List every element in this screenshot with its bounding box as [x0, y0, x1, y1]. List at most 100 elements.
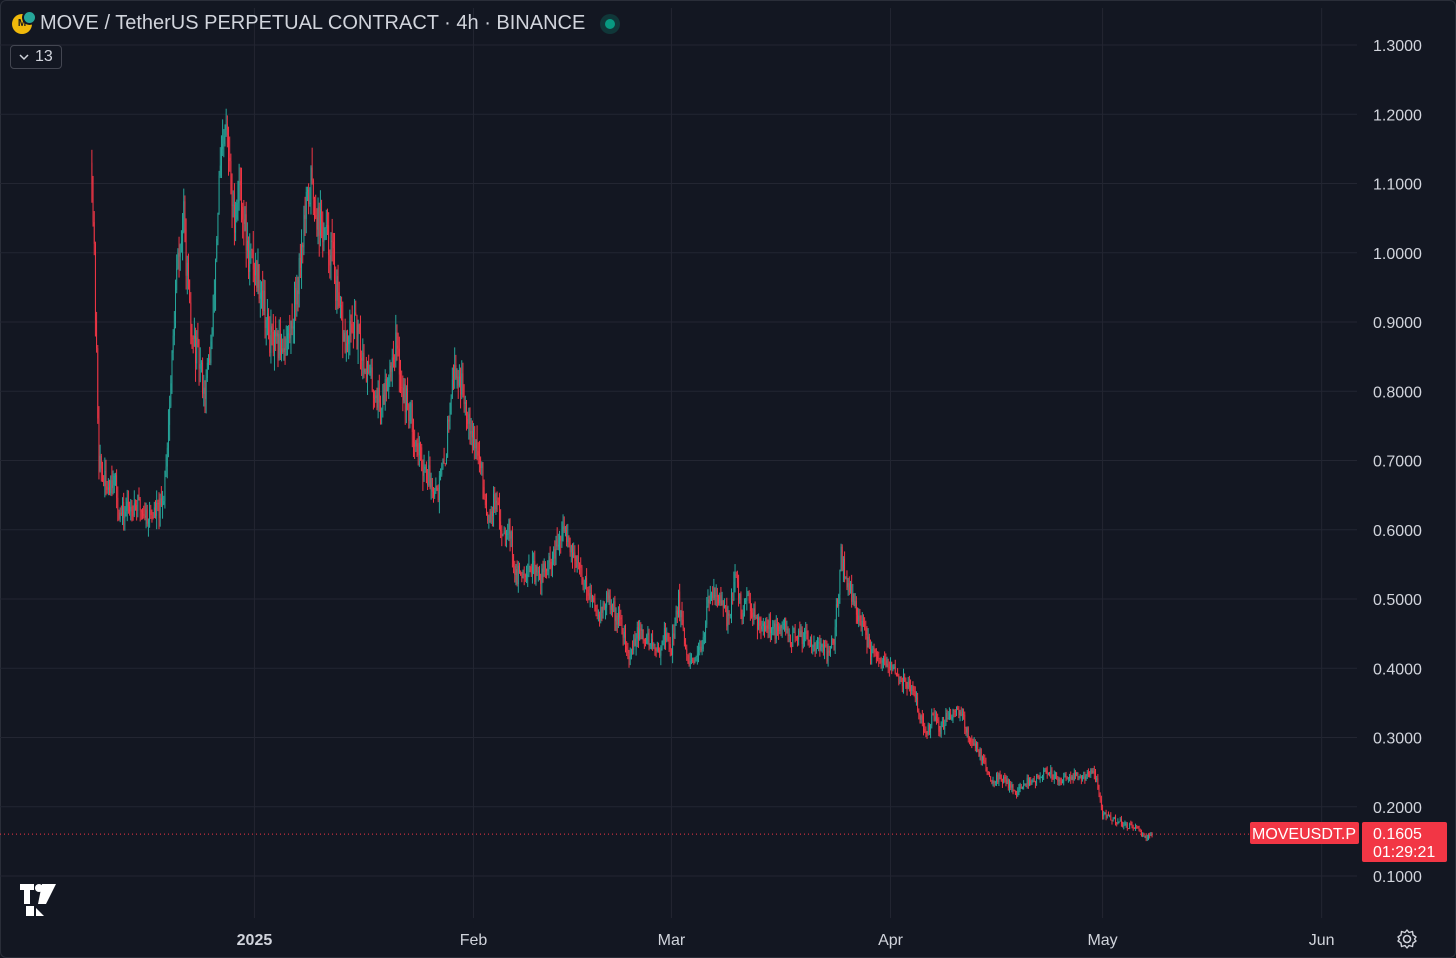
- tradingview-logo-icon[interactable]: [18, 882, 58, 918]
- candle-body: [1092, 771, 1094, 774]
- candle-body: [1024, 783, 1026, 785]
- candle-body: [720, 595, 722, 606]
- candle-body: [667, 633, 669, 638]
- candle-body: [201, 362, 202, 365]
- candle-body: [1065, 774, 1067, 779]
- candle-body: [383, 394, 385, 405]
- candle-body: [913, 689, 915, 692]
- candle-body: [916, 697, 917, 699]
- candle-body: [778, 626, 780, 632]
- candle-body: [884, 658, 886, 661]
- candle-body: [335, 280, 337, 301]
- candle-body: [616, 615, 618, 625]
- candle-body: [168, 424, 169, 448]
- candle-body: [767, 628, 769, 630]
- candle-body: [142, 511, 143, 515]
- candle-body: [122, 501, 123, 515]
- gear-icon[interactable]: [1396, 928, 1418, 950]
- candle-body: [695, 657, 697, 658]
- candle-body: [544, 563, 546, 569]
- candle-body: [508, 519, 510, 534]
- candle-body: [361, 358, 363, 361]
- candle-body: [639, 628, 641, 640]
- candle-body: [298, 257, 300, 295]
- price-axis[interactable]: 0.1000 0.2000 0.3000 0.4000 0.5000 0.6000 0.70…: [1373, 38, 1422, 886]
- indicators-collapse-button[interactable]: 13: [10, 45, 62, 69]
- candle-body: [625, 631, 626, 647]
- candle-body: [396, 332, 398, 346]
- candle-body: [343, 332, 345, 342]
- candle-body: [510, 531, 512, 539]
- candle-body: [435, 486, 437, 492]
- candle-body: [1013, 790, 1015, 792]
- candle-body: [628, 652, 630, 660]
- candle-body: [586, 577, 588, 590]
- candle-body: [499, 504, 500, 522]
- symbol-title[interactable]: MOVE / TetherUS PERPETUAL CONTRACT · 4h …: [40, 12, 586, 34]
- candle-body: [855, 601, 857, 615]
- candle-body: [539, 571, 540, 575]
- candle-body: [923, 719, 924, 729]
- candle-body: [956, 707, 957, 713]
- candle-body: [271, 326, 273, 332]
- candle-body: [1079, 775, 1081, 777]
- candle-body: [257, 264, 259, 288]
- candle-body: [270, 326, 272, 353]
- candle-body: [687, 654, 689, 657]
- candle-body: [258, 264, 260, 299]
- candle-body: [483, 487, 485, 499]
- candle-body: [594, 601, 596, 611]
- candle-body: [1044, 769, 1046, 771]
- candle-body: [1071, 776, 1073, 780]
- candle-body: [1110, 815, 1112, 821]
- candle-body: [871, 649, 873, 657]
- candle-body: [656, 647, 658, 652]
- candle-body: [685, 643, 686, 649]
- candle-body: [590, 593, 592, 598]
- candle-body: [548, 556, 550, 569]
- candle-body: [897, 674, 899, 676]
- candle-body: [946, 712, 948, 719]
- candle-body: [115, 475, 116, 477]
- candle-body: [575, 560, 577, 568]
- candle-body: [556, 539, 558, 547]
- candle-body: [924, 728, 926, 732]
- candle-body: [543, 563, 545, 572]
- candle-body: [733, 581, 735, 601]
- candle-body: [1020, 787, 1022, 788]
- candle-body: [340, 305, 341, 307]
- candle-body: [652, 638, 653, 646]
- candle-body: [345, 343, 347, 353]
- candle-body: [151, 515, 153, 517]
- candle-body: [609, 595, 611, 610]
- candle-body: [255, 261, 257, 276]
- candle-body: [524, 575, 526, 578]
- candle-body: [204, 387, 206, 400]
- candle-body: [1030, 780, 1032, 785]
- candle-body: [315, 215, 317, 218]
- candle-body: [702, 637, 704, 650]
- candle-body: [798, 630, 800, 640]
- price-tick-label: 1.1000: [1373, 177, 1422, 194]
- price-tag-bg: [1362, 822, 1447, 862]
- candle-body: [549, 556, 551, 563]
- candle-body: [368, 360, 370, 373]
- candle-body: [686, 648, 688, 655]
- candle-body: [493, 494, 494, 516]
- time-axis[interactable]: 2025 Feb Mar Apr May Jun: [237, 932, 1335, 949]
- candle-body: [186, 262, 188, 276]
- price-tick-label: 0.3000: [1373, 731, 1422, 748]
- candle-body: [331, 240, 333, 243]
- candle-body: [203, 387, 205, 394]
- candle-body: [636, 627, 638, 639]
- candle-body: [745, 601, 747, 602]
- candle-body: [921, 715, 923, 720]
- candle-body: [716, 595, 718, 597]
- candle-body: [786, 628, 788, 631]
- candle-body: [851, 584, 853, 602]
- candle-body: [906, 687, 908, 689]
- candle-body: [215, 258, 216, 294]
- candle-body: [655, 648, 657, 652]
- candle-body: [1132, 827, 1134, 829]
